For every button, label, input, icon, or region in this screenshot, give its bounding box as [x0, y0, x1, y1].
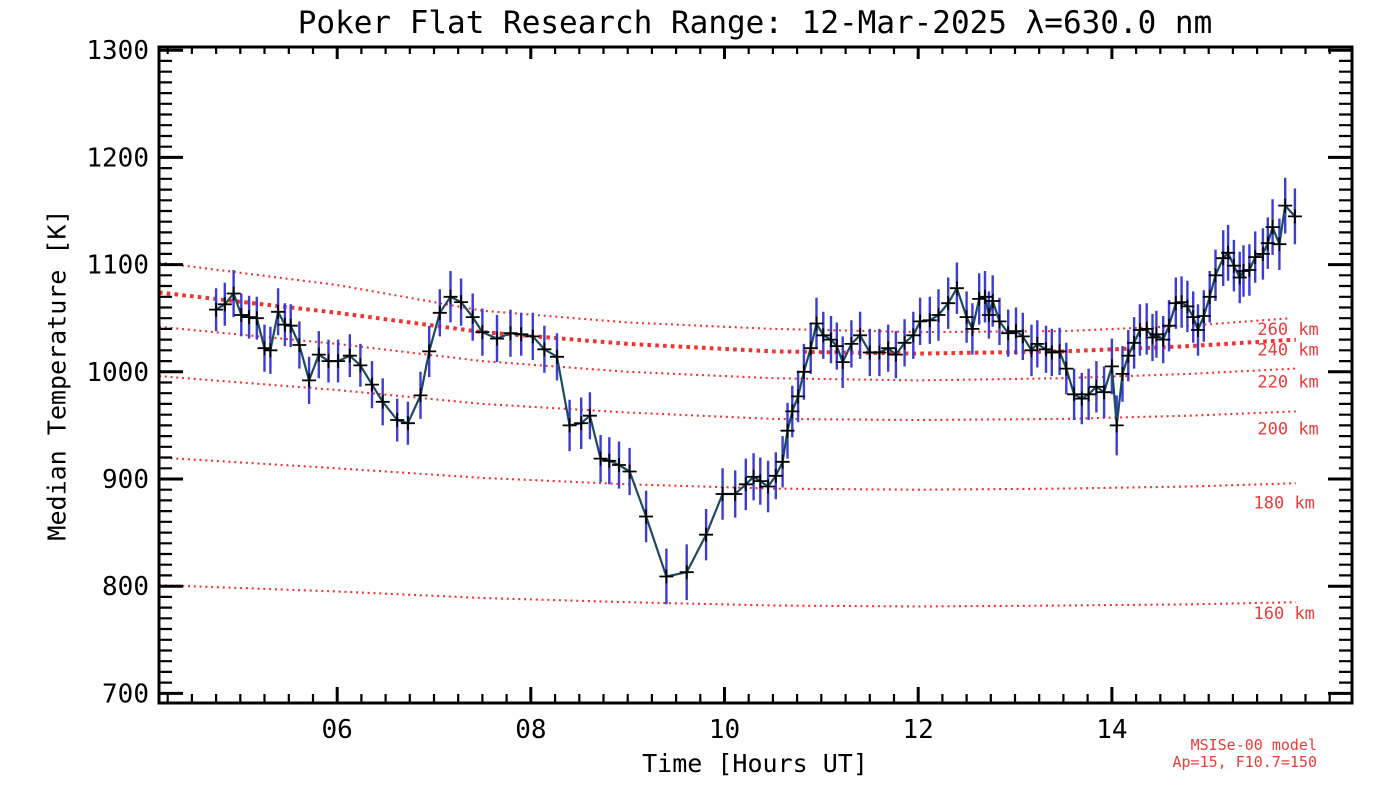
model-curve-220-km	[158, 325, 1296, 382]
x-tick-label: 14	[1096, 715, 1127, 745]
chart-title: Poker Flat Research Range: 12-Mar-2025 λ…	[297, 5, 1213, 41]
x-tick-label: 10	[709, 715, 740, 745]
y-tick-label: 1300	[86, 36, 149, 66]
model-curve-label: 160 km	[1254, 604, 1315, 624]
model-curve-label: 240 km	[1257, 340, 1318, 360]
plot-frame	[157, 45, 1354, 705]
y-tick-label: 800	[102, 572, 149, 602]
x-tick-label: 06	[322, 715, 353, 745]
model-name-label: MSISe-00 model	[1190, 736, 1317, 754]
model-curve-200-km	[158, 375, 1296, 422]
model-curve-label: 180 km	[1254, 494, 1315, 514]
y-tick-label: 700	[102, 679, 149, 709]
data-line	[215, 204, 1296, 578]
data-markers	[209, 198, 1302, 584]
x-tick-label: 12	[903, 715, 934, 745]
major-ticks	[159, 47, 1352, 703]
model-annotation: MSISe-00 model Ap=15, F10.7=150	[1173, 737, 1318, 771]
y-tick-label: 1000	[86, 358, 149, 388]
model-curve-180-km	[158, 456, 1296, 491]
y-tick-label: 900	[102, 465, 149, 495]
model-curve-260-km	[158, 261, 1292, 334]
error-bars	[214, 177, 1297, 605]
model-curve-label: 220 km	[1257, 372, 1318, 392]
x-axis-label: Time [Hours UT]	[642, 749, 868, 778]
model-params-label: Ap=15, F10.7=150	[1172, 753, 1318, 771]
x-tick-label: 08	[515, 715, 546, 745]
model-curve-label: 200 km	[1257, 420, 1318, 440]
y-tick-label: 1200	[86, 143, 149, 173]
y-tick-label: 1100	[86, 251, 149, 281]
y-axis-label: Median Temperature [K]	[42, 209, 72, 541]
model-curve-label: 260 km	[1257, 320, 1318, 340]
model-curve-160-km	[158, 584, 1296, 608]
